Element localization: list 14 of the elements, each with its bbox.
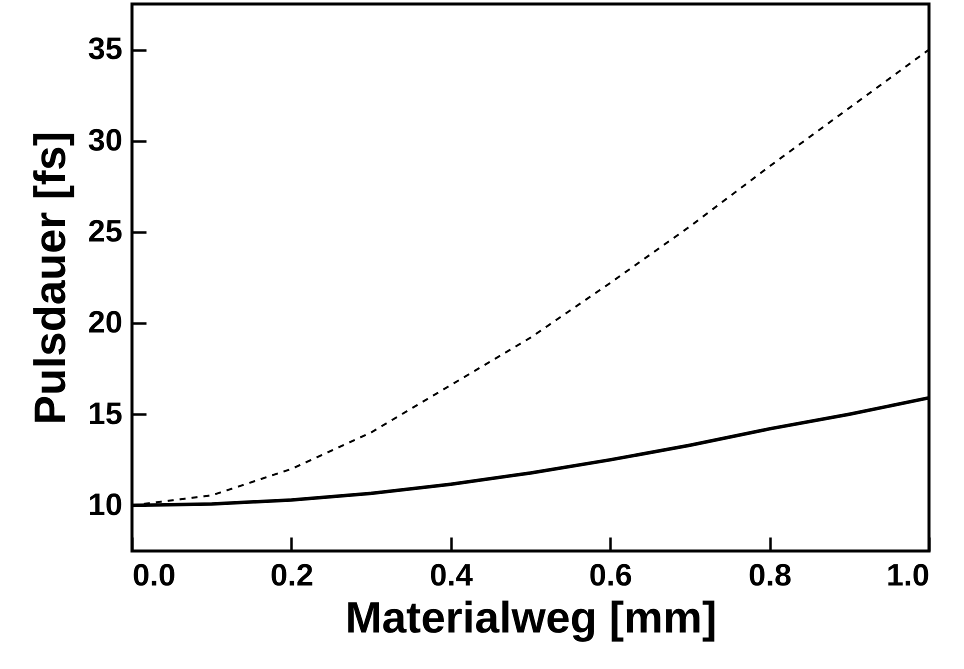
y-tick-label: 30 [88, 122, 122, 158]
y-axis-title: Pulsdauer [fs] [26, 131, 76, 425]
x-tick-label: 1.0 [886, 558, 930, 592]
x-tick-label: 0.2 [270, 558, 314, 592]
x-axis-title: Materialweg [mm] [345, 594, 717, 642]
y-tick-label: 20 [88, 304, 122, 340]
y-tick-label: 25 [88, 213, 122, 248]
x-tick-label: 0.6 [589, 558, 632, 592]
y-tick-label: 15 [88, 396, 122, 431]
x-tick-label: 0.0 [132, 558, 176, 592]
y-tick-label: 10 [88, 486, 122, 522]
y-tick-label: 35 [88, 31, 122, 66]
x-tick-label: 0.8 [748, 558, 792, 592]
x-tick-label: 0.4 [430, 558, 474, 592]
